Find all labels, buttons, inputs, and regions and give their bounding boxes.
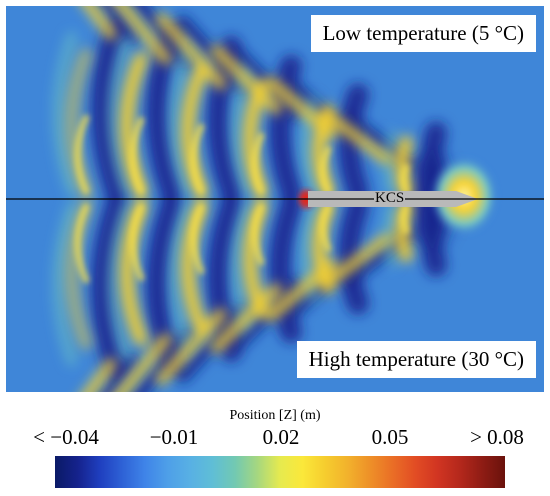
wake-pattern-image <box>6 6 544 392</box>
colorbar-tick-2: −0.01 <box>149 425 199 449</box>
wave-band <box>91 17 127 202</box>
wave-band <box>320 233 392 290</box>
wave-band <box>210 44 282 115</box>
wave-band <box>53 202 77 366</box>
wave-band <box>176 303 250 383</box>
colorbar-tick-min: < −0.04 <box>33 425 99 449</box>
wave-band <box>132 6 195 70</box>
wave-band <box>400 164 410 195</box>
wave-band <box>210 283 282 354</box>
wave-band <box>100 6 140 45</box>
wave-band <box>250 203 265 266</box>
wave-band <box>265 76 337 140</box>
wave-band <box>300 95 319 196</box>
high-temperature-label: High temperature (30 °C) <box>296 341 536 378</box>
wave-band <box>169 202 192 348</box>
wave-band <box>115 6 172 65</box>
wave-band <box>115 333 172 392</box>
colorbar <box>55 456 505 488</box>
wave-band <box>129 203 145 282</box>
wave-band <box>400 203 410 234</box>
wave-band <box>74 114 90 195</box>
wave-band <box>53 32 77 196</box>
wave-band <box>176 15 250 95</box>
wave-band <box>91 196 127 381</box>
wave-band <box>169 50 192 196</box>
wave-elevation-field <box>6 6 544 392</box>
wave-band <box>189 203 205 275</box>
wave-band <box>269 55 302 202</box>
wave-band <box>189 123 205 195</box>
wave-band <box>231 202 252 330</box>
wave-band <box>108 36 132 196</box>
wave-band <box>231 68 252 196</box>
wave-band <box>250 132 265 195</box>
colorbar-tick-max: > 0.08 <box>470 425 524 449</box>
colorbar-title: Position [Z] (m) <box>229 408 321 423</box>
wave-band <box>320 108 392 165</box>
wave-band <box>155 12 227 90</box>
wave-band <box>319 146 332 195</box>
wave-band <box>269 196 302 343</box>
wave-band <box>108 202 132 362</box>
wave-band <box>300 202 319 303</box>
wave-band <box>132 328 195 392</box>
wave-band <box>74 203 90 284</box>
wave-band <box>265 258 337 322</box>
ship-label: KCS <box>374 190 406 206</box>
wave-band <box>83 6 117 40</box>
colorbar-tick-3: 0.02 <box>262 425 300 449</box>
wave-band <box>319 203 332 252</box>
wave-band <box>100 353 140 392</box>
colorbar-tick-4: 0.05 <box>371 425 409 449</box>
wave-band <box>83 358 117 392</box>
low-temperature-label: Low temperature (5 °C) <box>310 15 536 52</box>
wave-band <box>129 116 145 195</box>
wave-band <box>155 308 227 386</box>
